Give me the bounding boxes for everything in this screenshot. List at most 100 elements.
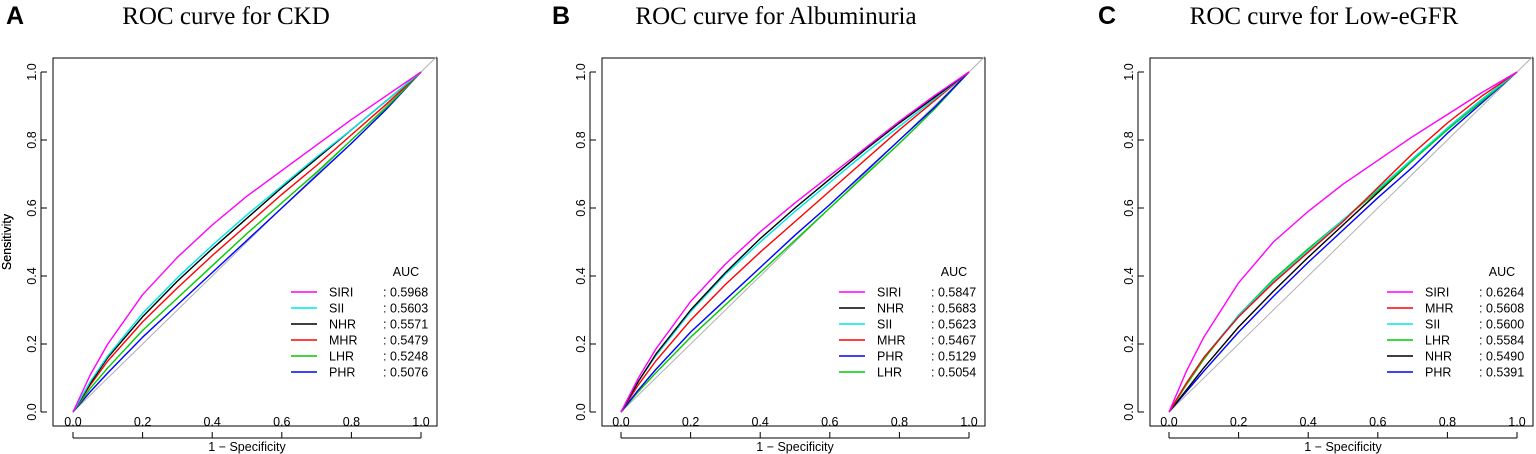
panel-c-x-tick-label: 0.8 <box>1439 415 1456 429</box>
panel-c-y-tick-label: 0.4 <box>1122 267 1136 284</box>
panel-c-legend-auc-lhr: : 0.5584 <box>1479 334 1524 348</box>
panel-a-x-tick-label: 0.4 <box>204 415 221 429</box>
panel-b-legend-label-mhr: MHR <box>877 334 905 348</box>
panel-c-title: ROC curve for Low-eGFR <box>1190 3 1459 30</box>
panel-b-y-tick-label: 0.8 <box>574 131 588 148</box>
panel-b-roc-curve-nhr <box>620 71 970 413</box>
panel-c-reference-diagonal <box>1168 56 1534 413</box>
panel-b-legend-label-nhr: NHR <box>877 302 904 316</box>
panel-a-x-tick-label: 1.0 <box>412 415 429 429</box>
panel-c-legend-auc-mhr: : 0.5608 <box>1479 302 1524 316</box>
panel-b-y-axis-label: Sensitivity <box>0 213 14 270</box>
panel-b-legend-label-lhr: LHR <box>877 366 902 380</box>
panel-a-y-tick-label: 0.6 <box>25 199 39 216</box>
panel-b-legend-auc-mhr: : 0.5467 <box>931 334 976 348</box>
panel-a-title: ROC curve for CKD <box>122 3 330 30</box>
panel-b-legend-auc-siri: : 0.5847 <box>931 286 976 300</box>
panel-a-legend-auc-mhr: : 0.5479 <box>383 334 428 348</box>
panel-b-legend-auc-sii: : 0.5623 <box>931 318 976 332</box>
panel-a-y-tick-label: 0.0 <box>25 403 39 420</box>
panel-c-plot-frame <box>1149 57 1534 427</box>
panel-a-roc-curve-phr <box>72 71 422 413</box>
panel-b-legend-title: AUC <box>941 265 967 279</box>
panel-b-legend-label-phr: PHR <box>877 350 903 364</box>
panel-b-plot-frame <box>601 57 986 427</box>
panel-a-plot-frame <box>52 57 438 427</box>
panel-c-legend-label-phr: PHR <box>1425 366 1451 380</box>
panel-a-y-tick-label: 0.2 <box>25 335 39 352</box>
panel-b-title: ROC curve for Albuminuria <box>635 3 916 30</box>
panel-c-x-tick-label: 0.0 <box>1160 415 1177 429</box>
panel-c-y-tick-label: 0.6 <box>1122 199 1136 216</box>
panel-b-x-tick-label: 0.4 <box>752 415 769 429</box>
panel-b-y-tick-label: 0.0 <box>574 403 588 420</box>
panel-c-legend-auc-phr: : 0.5391 <box>1479 366 1524 380</box>
panel-a-x-tick-label: 0.8 <box>343 415 360 429</box>
panel-c-x-axis-label: 1 − Specificity <box>1304 440 1382 454</box>
panel-c-x-tick-label: 0.4 <box>1300 415 1317 429</box>
panel-c-legend-auc-sii: : 0.5600 <box>1479 318 1524 332</box>
panel-a-letter: A <box>6 2 24 30</box>
panel-a-legend-auc-siri: : 0.5968 <box>383 286 428 300</box>
panel-b-x-tick-label: 0.8 <box>891 415 908 429</box>
panel-c-roc-curve-phr <box>1168 71 1518 413</box>
panel-c-legend-label-lhr: LHR <box>1425 334 1450 348</box>
panel-b-y-tick-label: 1.0 <box>574 63 588 80</box>
panel-c-y-tick-label: 0.2 <box>1122 335 1136 352</box>
panel-c-legend-title: AUC <box>1489 265 1515 279</box>
panel-b-x-tick-label: 1.0 <box>960 415 977 429</box>
panel-a-legend-title: AUC <box>393 265 419 279</box>
panel-b-legend-auc-nhr: : 0.5683 <box>931 302 976 316</box>
panel-b-reference-diagonal <box>620 56 986 413</box>
panel-a-reference-diagonal <box>72 56 438 413</box>
panel-b-legend-auc-lhr: : 0.5054 <box>931 366 976 380</box>
panel-c-x-tick-label: 0.6 <box>1369 415 1386 429</box>
panel-b-y-tick-label: 0.6 <box>574 199 588 216</box>
panel-a-x-tick-label: 0.6 <box>273 415 290 429</box>
panel-b-legend-auc-phr: : 0.5129 <box>931 350 976 364</box>
panel-b-roc-curve-lhr <box>620 71 970 413</box>
panel-b-y-tick-label: 0.4 <box>574 267 588 284</box>
panel-c-roc-curve-siri <box>1168 71 1518 413</box>
panel-c-y-tick-label: 0.0 <box>1122 403 1136 420</box>
panel-c-legend-label-siri: SIRI <box>1425 286 1449 300</box>
panel-b-x-axis-label: 1 − Specificity <box>756 440 834 454</box>
panel-c-letter: C <box>1098 2 1116 30</box>
panel-a-y-tick-label: 0.4 <box>25 267 39 284</box>
panel-a-x-tick-label: 0.0 <box>64 415 81 429</box>
panel-b-legend-label-sii: SII <box>877 318 892 332</box>
panel-c-x-tick-label: 0.2 <box>1230 415 1247 429</box>
panel-c-legend-auc-nhr: : 0.5490 <box>1479 350 1524 364</box>
panel-b-x-tick-label: 0.6 <box>821 415 838 429</box>
panel-c-roc-curve-mhr <box>1168 71 1518 413</box>
panel-a-legend-label-phr: PHR <box>329 366 355 380</box>
panel-b-letter: B <box>552 2 570 30</box>
panel-a-legend-auc-lhr: : 0.5248 <box>383 350 428 364</box>
panel-a-y-axis-label: Sensitivity <box>0 213 14 270</box>
panel-b-roc-curve-phr <box>620 71 970 413</box>
panel-b-y-tick-label: 0.2 <box>574 335 588 352</box>
panel-c-y-tick-label: 0.8 <box>1122 131 1136 148</box>
panel-a-roc-curve-lhr <box>72 71 422 413</box>
panel-a-legend-label-nhr: NHR <box>329 318 356 332</box>
panel-c-legend-label-mhr: MHR <box>1425 302 1453 316</box>
panel-a-legend-label-lhr: LHR <box>329 350 354 364</box>
panel-c-legend-auc-siri: : 0.6264 <box>1479 286 1524 300</box>
panel-a-roc-curve-siri <box>72 71 422 413</box>
panel-a-legend-auc-sii: : 0.5603 <box>383 302 428 316</box>
panel-a-legend-auc-phr: : 0.5076 <box>383 366 428 380</box>
panel-a-legend-auc-nhr: : 0.5571 <box>383 318 428 332</box>
panel-a-y-tick-label: 1.0 <box>25 63 39 80</box>
panel-b-x-tick-label: 0.2 <box>682 415 699 429</box>
panel-a-roc-curve-mhr <box>72 71 422 413</box>
panel-c-x-tick-label: 1.0 <box>1508 415 1525 429</box>
panel-c-legend-label-nhr: NHR <box>1425 350 1452 364</box>
panel-b-x-tick-label: 0.0 <box>612 415 629 429</box>
panel-a-x-axis-label: 1 − Specificity <box>208 440 286 454</box>
panel-c-y-tick-label: 1.0 <box>1122 63 1136 80</box>
panel-b-legend-label-siri: SIRI <box>877 286 901 300</box>
panel-a-y-tick-label: 0.8 <box>25 131 39 148</box>
panel-a-legend-label-mhr: MHR <box>329 334 357 348</box>
panel-c-y-axis-label: Sensitivity <box>0 213 14 270</box>
